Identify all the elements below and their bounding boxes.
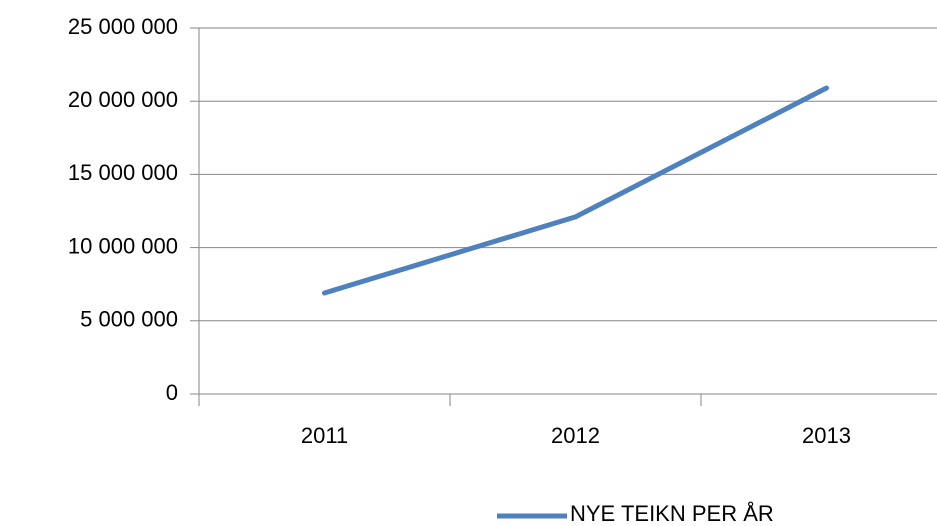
x-tick-label: 2012 (551, 423, 600, 448)
y-tick-label: 0 (166, 380, 178, 405)
y-tick-label: 5 000 000 (80, 307, 178, 332)
x-tick-label: 2013 (802, 423, 851, 448)
y-tick-label: 15 000 000 (68, 160, 178, 185)
x-tick-label: 2011 (301, 423, 348, 448)
y-tick-label: 10 000 000 (68, 233, 178, 258)
y-tick-label: 25 000 000 (68, 14, 178, 39)
y-tick-label: 20 000 000 (68, 87, 178, 112)
legend-label: NYE TEIKN PER ÅR (570, 501, 774, 526)
line-series (322, 85, 829, 296)
